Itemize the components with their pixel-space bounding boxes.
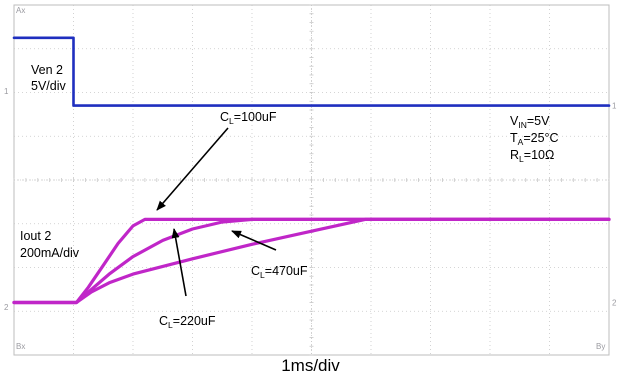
- channel-2-marker: 2: [4, 303, 9, 312]
- corner-label-top-left: Ax: [16, 6, 25, 15]
- channel-ground-marker: 2: [612, 299, 617, 308]
- corner-label-bottom-right: By: [596, 342, 605, 351]
- scope-traces: 12: [12, 36, 617, 308]
- condition-vin: VIN=5V: [510, 114, 550, 130]
- condition-ta: TA=25°C: [510, 131, 559, 147]
- scope-grid: [13, 4, 610, 356]
- arrow-cl-100uf: [156, 127, 229, 211]
- arrow-cl-470uf: [231, 230, 277, 251]
- ven-channel-name: Ven 2: [31, 63, 63, 77]
- channel-1-marker: 1: [4, 87, 9, 96]
- x-axis-scale-label: 1ms/div: [281, 356, 340, 375]
- corner-label-bottom-left: Bx: [16, 342, 25, 351]
- annotation-cl-220uf: CL=220uF: [159, 314, 216, 330]
- trace-c-l-470uf: [12, 217, 611, 305]
- iout-channel-name: Iout 2: [20, 229, 51, 243]
- arrow-cl-220uf: [171, 228, 187, 297]
- ven-channel-scale: 5V/div: [31, 79, 66, 93]
- condition-rl: RL=10Ω: [510, 148, 554, 164]
- iout-channel-scale: 200mA/div: [20, 246, 80, 260]
- trace-ven-2: [12, 36, 611, 107]
- annotation-cl-100uf: CL=100uF: [220, 110, 277, 126]
- annotation-cl-470uf: CL=470uF: [251, 264, 308, 280]
- channel-ground-marker: 1: [612, 102, 617, 111]
